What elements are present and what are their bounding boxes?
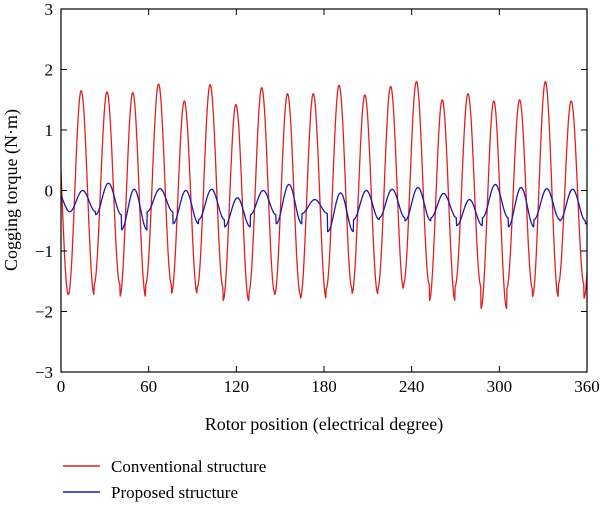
legend: Conventional structure Proposed structur… (63, 457, 266, 502)
series-line-0 (60, 80, 588, 310)
y-tick-label: −2 (35, 303, 53, 322)
x-tick-label: 0 (57, 377, 66, 396)
y-tick-label: 3 (45, 0, 54, 19)
x-tick-label: 360 (574, 377, 600, 396)
x-axis-label: Rotor position (electrical degree) (205, 414, 443, 435)
y-axis-label: Cogging torque (N·m) (1, 109, 22, 271)
series-line-1 (60, 182, 588, 233)
y-tick-label: −3 (35, 363, 53, 382)
x-tick-label: 60 (140, 377, 157, 396)
x-tick-label: 240 (399, 377, 425, 396)
tick-layer: 0 60 120 180 240 300 360 3 2 1 0 −1 −2 −3 (35, 0, 600, 396)
legend-label-conventional: Conventional structure (111, 457, 266, 476)
legend-label-proposed: Proposed structure (111, 483, 238, 502)
x-tick-label: 180 (311, 377, 337, 396)
x-tick-label: 300 (487, 377, 513, 396)
y-tick-label: 0 (45, 182, 54, 201)
series-layer (60, 80, 588, 310)
x-tick-label: 120 (224, 377, 250, 396)
y-tick-label: 1 (45, 121, 54, 140)
y-tick-label: 2 (45, 61, 54, 80)
y-tick-label: −1 (35, 242, 53, 261)
